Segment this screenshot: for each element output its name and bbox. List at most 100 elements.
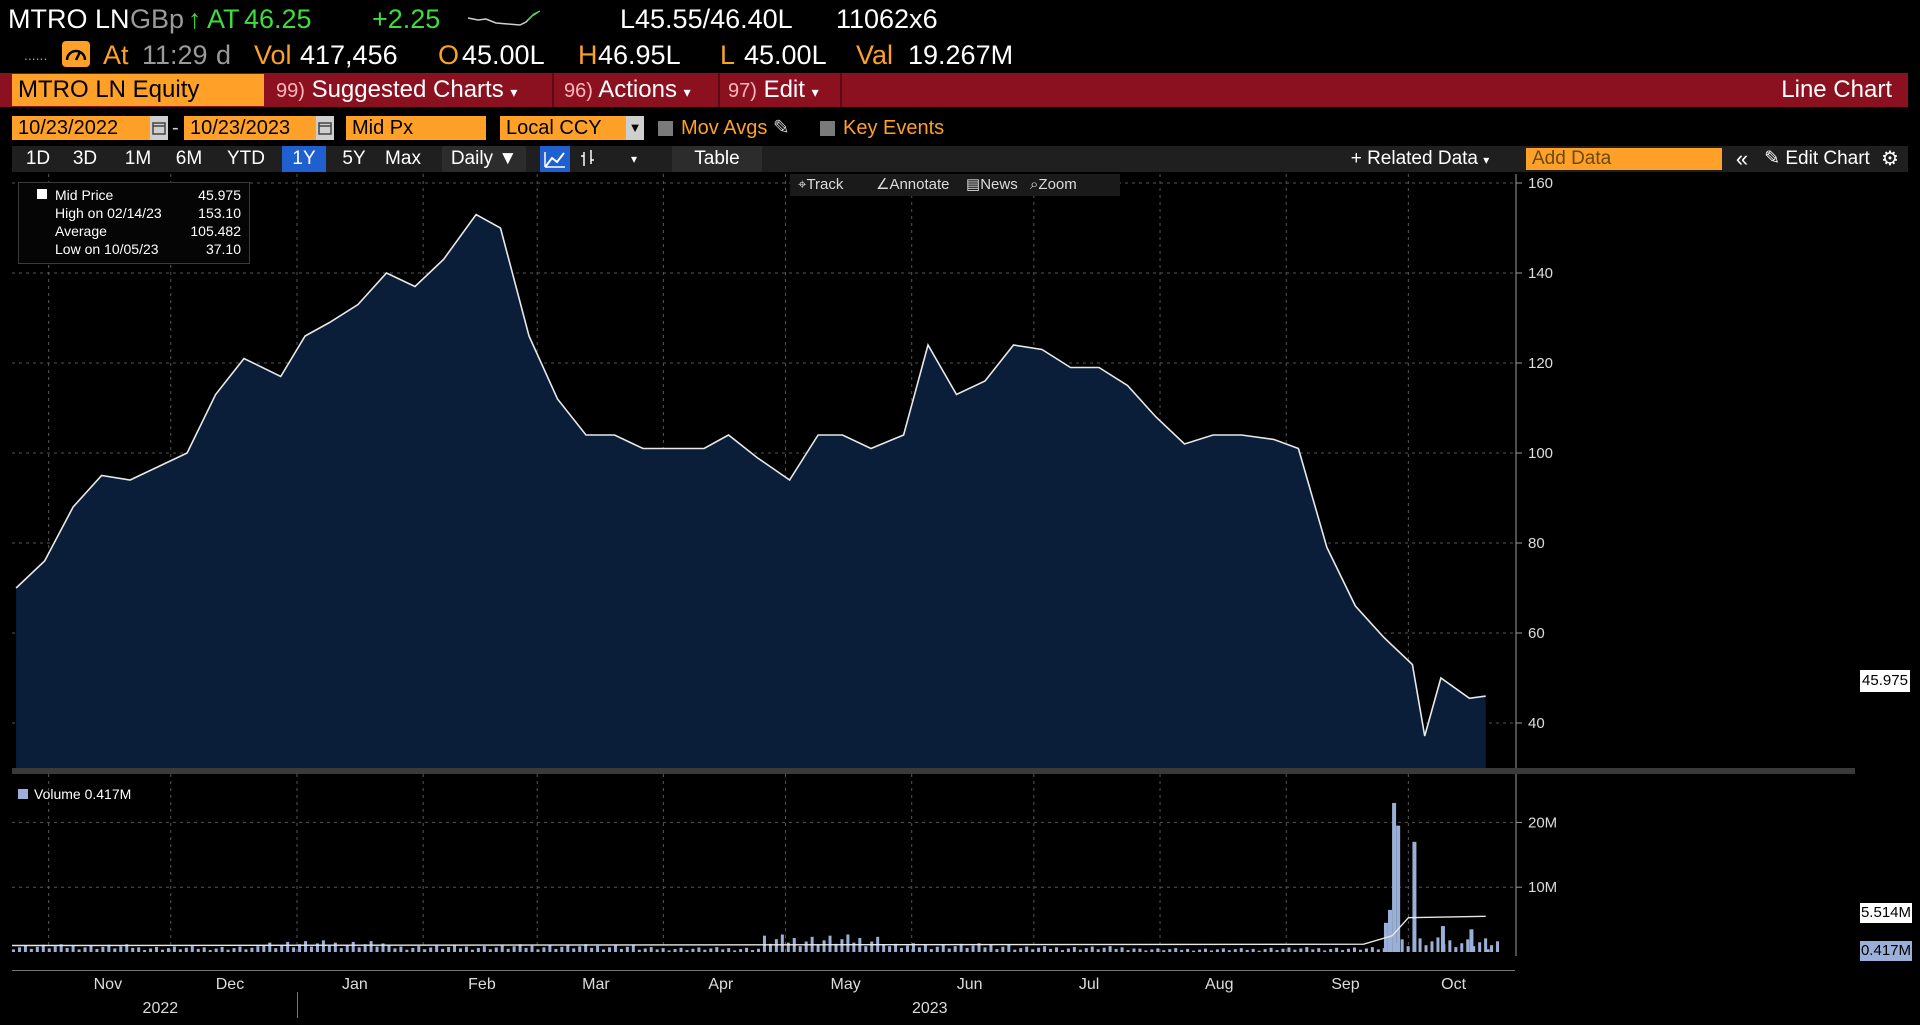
period-ytd[interactable]: YTD [227, 148, 265, 169]
volume-bar [602, 949, 606, 952]
x-tick-label: Sep [1331, 976, 1360, 993]
volume-bar [1311, 949, 1315, 952]
panel-divider[interactable] [12, 768, 1855, 774]
volume-bar [1490, 945, 1494, 952]
volume-bar [542, 947, 546, 952]
open-label: O [438, 40, 460, 70]
price-chart-panel[interactable]: 40 60 80 100 120 140 160 [12, 174, 1855, 768]
line-chart-icon[interactable] [540, 146, 570, 172]
volume-bar [1472, 946, 1476, 952]
period-1d[interactable]: 1D [25, 148, 51, 169]
volume-last-tag: 0.417M [1860, 941, 1912, 961]
volume-bar [804, 941, 808, 952]
volume-bar [1001, 946, 1005, 952]
add-data-input[interactable]: Add Data [1526, 148, 1722, 170]
suggested-charts-menu[interactable]: 99) Suggested Charts ▾ [276, 76, 518, 103]
y-tick-label: 160 [1528, 175, 1553, 192]
double-chevron-left-icon[interactable]: « [1735, 146, 1749, 171]
volume-bar [590, 947, 594, 952]
volume-bar [1478, 942, 1482, 952]
mov-avgs-toggle[interactable]: Mov Avgs ✎ [658, 116, 790, 140]
volume-bar [745, 947, 749, 952]
volume-bar [387, 945, 391, 952]
y-tick-label: 40 [1528, 715, 1545, 732]
key-events-toggle[interactable]: Key Events [820, 116, 944, 140]
checkbox-icon[interactable] [658, 121, 673, 136]
volume-bar [208, 950, 212, 952]
edit-chart-button[interactable]: ✎ Edit Chart [1764, 148, 1870, 169]
chevron-down-icon[interactable]: ▾ [630, 152, 638, 166]
field-selector[interactable]: Mid Px [346, 116, 486, 140]
annotate-tool[interactable]: ∠ Annotate [876, 176, 950, 193]
volume-bar [125, 944, 129, 952]
volume-bar [751, 950, 755, 952]
year-separator [296, 992, 298, 1018]
period-1m[interactable]: 1M [124, 148, 152, 169]
volume-bar [292, 947, 296, 952]
security-input[interactable]: MTRO LN Equity [12, 74, 264, 106]
start-date-field[interactable]: 10/23/2022 [12, 116, 150, 140]
volume-bar [733, 950, 737, 952]
period-6m[interactable]: 6M [175, 148, 203, 169]
last-price-tag: 45.975 [1860, 670, 1910, 692]
volume-chart-panel[interactable]: 10M 20M [11, 774, 1855, 956]
volume-bar [1396, 825, 1401, 952]
volume-bar [757, 948, 760, 952]
track-tool[interactable]: ⌖ Track [798, 176, 844, 193]
related-data-button[interactable]: + Related Data ▾ [1350, 148, 1490, 169]
volume-bar [1299, 948, 1303, 952]
volume-bar [1072, 946, 1076, 952]
volume-bar [506, 948, 510, 952]
volume-bar [768, 943, 772, 952]
currency-selector[interactable]: Local CCY [500, 116, 626, 140]
chart-type-label: Line Chart [1781, 76, 1892, 103]
chart-tools-bar: ⌖ Track ∠ Annotate ▤ News ⌕ Zoom [790, 174, 1120, 196]
volume-bar [1335, 947, 1339, 952]
volume-bar [1317, 948, 1321, 952]
volume-bar [1269, 947, 1273, 952]
gear-icon[interactable]: ⚙ [1881, 148, 1899, 170]
frequency-selector[interactable]: Daily ▼ [442, 146, 526, 172]
zoom-tool[interactable]: ⌕ Zoom [1030, 176, 1077, 193]
table-button[interactable]: Table [672, 146, 762, 172]
period-5y[interactable]: 5Y [342, 148, 366, 169]
volume-bar [739, 949, 743, 952]
period-3d[interactable]: 3D [72, 148, 98, 169]
volume-bar [494, 947, 498, 952]
x-year-label: 2022 [142, 1000, 179, 1017]
period-max[interactable]: Max [385, 148, 421, 169]
volume-bar [286, 941, 290, 952]
volume-bar [310, 946, 313, 952]
calendar-icon[interactable] [150, 116, 168, 140]
y-tick-label: 100 [1528, 445, 1553, 462]
volume-bar [1168, 949, 1172, 952]
volume-bar [840, 939, 844, 952]
volume-bar [321, 940, 325, 952]
end-date-field[interactable]: 10/23/2023 [184, 116, 316, 140]
volume-bar [41, 944, 45, 952]
volume-bar [661, 948, 665, 952]
price-chart[interactable]: 40 60 80 100 120 140 160 [12, 174, 1855, 768]
actions-menu[interactable]: 96) Actions ▾ [564, 76, 691, 103]
speedometer-icon[interactable] [62, 41, 90, 67]
edit-menu[interactable]: 97) Edit ▾ [728, 76, 819, 103]
volume-bar [1293, 949, 1297, 952]
chevron-down-icon[interactable]: ▼ [626, 116, 644, 140]
volume-bar [453, 945, 457, 952]
bar-chart-icon[interactable] [576, 146, 600, 172]
checkbox-icon[interactable] [820, 121, 835, 136]
volume-chart[interactable]: 10M 20M [11, 774, 1855, 956]
news-tool[interactable]: ▤ News [966, 176, 1018, 193]
volume-bar [333, 942, 337, 952]
volume-bar [923, 945, 927, 952]
volume-value: 417,456 [300, 40, 398, 70]
volume-bar [345, 945, 349, 952]
pencil-icon[interactable]: ✎ [772, 117, 790, 139]
volume-bar [268, 942, 272, 952]
ticker-symbol[interactable]: MTRO LN [8, 4, 130, 34]
price-area [16, 214, 1486, 768]
volume-bar [411, 947, 415, 952]
period-1y[interactable]: 1Y [282, 146, 326, 172]
volume-bar [107, 944, 111, 952]
calendar-icon[interactable] [316, 116, 334, 140]
